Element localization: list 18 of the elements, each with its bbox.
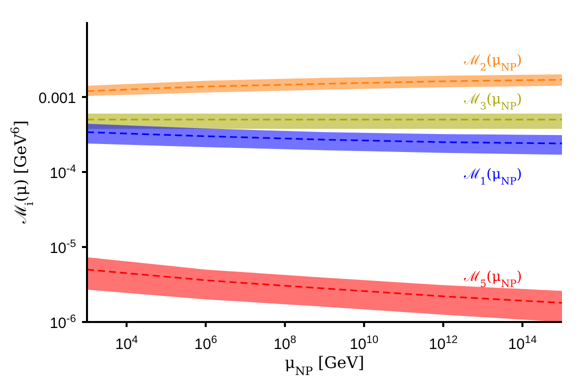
x-axis-title: μ$_{NP}$ [GeV] xyxy=(284,353,364,378)
line-series xyxy=(87,268,562,304)
series-label: ℳ$_{1}$(μ$_{NP}$) xyxy=(462,166,522,188)
series-label: ℳ$_{2}$(μ$_{NP}$) xyxy=(462,52,522,73)
y-tick-label: 0.001 xyxy=(38,90,76,107)
line-series xyxy=(87,131,562,144)
series-label: ℳ$_{3}$(μ$_{NP}$) xyxy=(462,92,522,112)
x-tick-label: 10$^{10}$ xyxy=(350,334,378,353)
line-series xyxy=(87,78,562,92)
y-tick-label: 10$^{-4}$ xyxy=(50,163,76,182)
x-tick-label: 10$^{12}$ xyxy=(428,334,458,353)
x-tick-label: 10$^{6}$ xyxy=(194,334,218,353)
x-tick-label: 10$^{8}$ xyxy=(274,334,296,353)
series-label: ℳ$_{5}$(μ$_{NP}$) xyxy=(462,268,522,290)
y-tick-label: 10$^{-5}$ xyxy=(50,238,76,257)
x-tick-label: 10$^{4}$ xyxy=(115,334,138,353)
x-tick-label: 10$^{14}$ xyxy=(508,334,537,353)
y-tick-label: 10$^{-6}$ xyxy=(50,313,76,332)
